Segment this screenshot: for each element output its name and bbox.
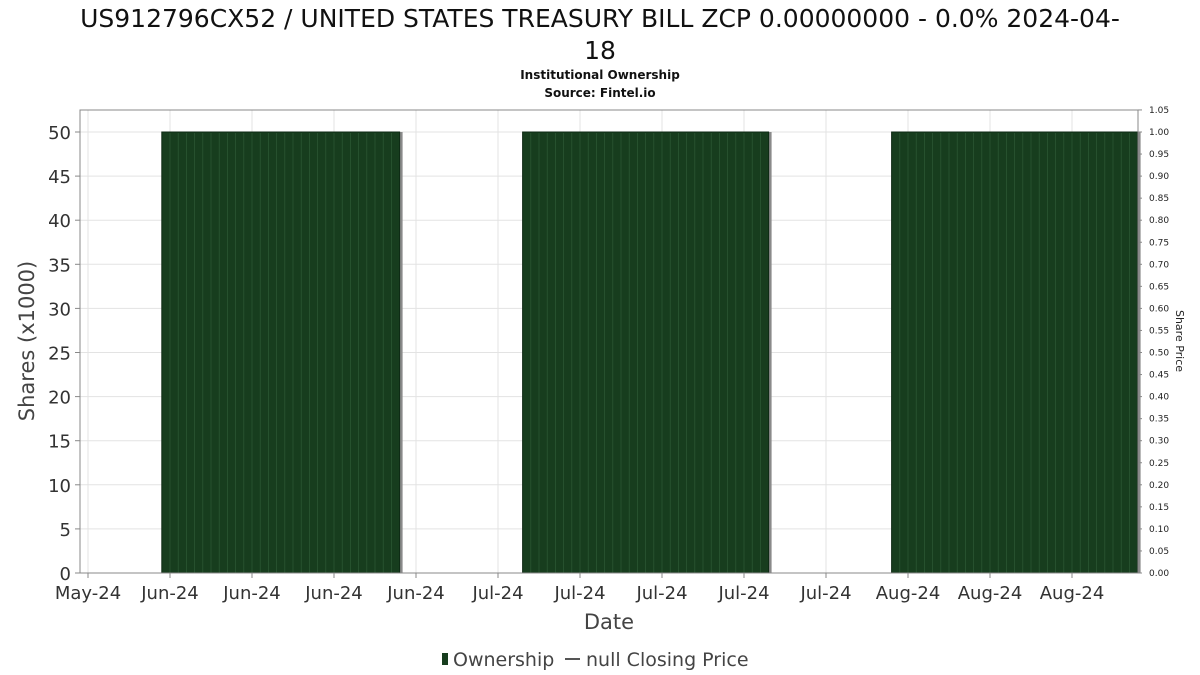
y2-tick-label: 0.30 [1149,437,1169,447]
y2-tick-label: 0.25 [1149,459,1169,469]
x-axis: May-24 Jun-24 Jun-24 Jun-24 Jun-24 Jul-24 Jul-… [55,573,1104,604]
y2-tick-label: 0.45 [1149,371,1169,381]
legend: Ownership null Closing Price [442,649,749,671]
ownership-bar-group [891,131,1141,574]
ownership-bar [161,131,401,574]
y2-tick-label: 1.00 [1149,128,1169,138]
y-tick-label: 15 [48,432,71,453]
y2-tick-label: 0.90 [1149,172,1169,182]
legend-price-label: null Closing Price [586,649,749,671]
y-tick-label: 0 [60,564,71,585]
y2-axis-title: Share Price [1173,310,1186,372]
y2-tick-label: 0.70 [1149,260,1169,270]
x-tick-label: Aug-24 [876,583,941,604]
bars [161,131,1141,574]
x-tick-label: Jun-24 [140,583,199,604]
y2-tick-label: 0.50 [1149,349,1169,359]
x-tick-label: Jul-24 [553,583,605,604]
y-tick-label: 5 [60,520,71,541]
chart-title-line1: US912796CX52 / UNITED STATES TREASURY BI… [80,4,1120,33]
y2-tick-label: 0.80 [1149,216,1169,226]
y2-tick-label: 0.95 [1149,150,1169,160]
y2-tick-label: 0.35 [1149,415,1169,425]
y2-tick-label: 0.40 [1149,393,1169,403]
y2-tick-label: 0.10 [1149,525,1169,535]
x-tick-label: Aug-24 [1040,583,1105,604]
x-tick-label: Jun-24 [304,583,363,604]
y2-tick-label: 0.55 [1149,326,1169,336]
x-tick-label: Aug-24 [958,583,1023,604]
x-tick-label: Jul-24 [471,583,523,604]
x-tick-label: Jun-24 [386,583,445,604]
y-axis-title: Shares (x1000) [15,261,39,421]
y-tick-label: 45 [48,167,71,188]
y2-tick-label: 1.05 [1149,106,1169,116]
plot-area-frame [79,109,1139,574]
ownership-bar-group [522,131,772,574]
chart-title-line2: 18 [584,36,616,65]
y2-tick-label: 0.05 [1149,547,1169,557]
y2-tick-label: 0.65 [1149,282,1169,292]
y-tick-label: 20 [48,388,71,409]
ownership-bar-edge [767,132,772,573]
chart-subtitle: Institutional Ownership [520,68,680,82]
x-axis-title: Date [584,610,634,634]
legend-ownership-label: Ownership [453,649,554,671]
y2-axis: 0.00 0.05 0.10 0.15 0.20 0.25 0.30 0.35 0.40 0.45… [1138,106,1169,579]
x-tick-label: Jul-24 [635,583,687,604]
y-tick-label: 40 [48,211,71,232]
chart-source: Source: Fintel.io [544,86,655,100]
y2-tick-label: 0.15 [1149,503,1169,513]
ownership-bar-edge [398,132,403,573]
y-tick-label: 30 [48,299,71,320]
y2-tick-label: 0.85 [1149,194,1169,204]
y-tick-label: 35 [48,255,71,276]
y2-tick-label: 0.00 [1149,569,1169,579]
y-tick-label: 50 [48,123,71,144]
y-tick-label: 10 [48,476,71,497]
y-axis: 0 5 10 15 20 25 30 35 40 45 50 [48,123,80,585]
y2-tick-label: 0.60 [1149,304,1169,314]
x-tick-label: May-24 [55,583,121,604]
y-tick-label: 25 [48,344,71,365]
y2-tick-label: 0.75 [1149,238,1169,248]
x-tick-label: Jul-24 [717,583,769,604]
x-tick-label: Jun-24 [222,583,281,604]
y2-tick-label: 0.20 [1149,481,1169,491]
legend-ownership-swatch [442,653,448,665]
x-tick-label: Jul-24 [799,583,851,604]
ownership-bar-group [161,131,403,574]
